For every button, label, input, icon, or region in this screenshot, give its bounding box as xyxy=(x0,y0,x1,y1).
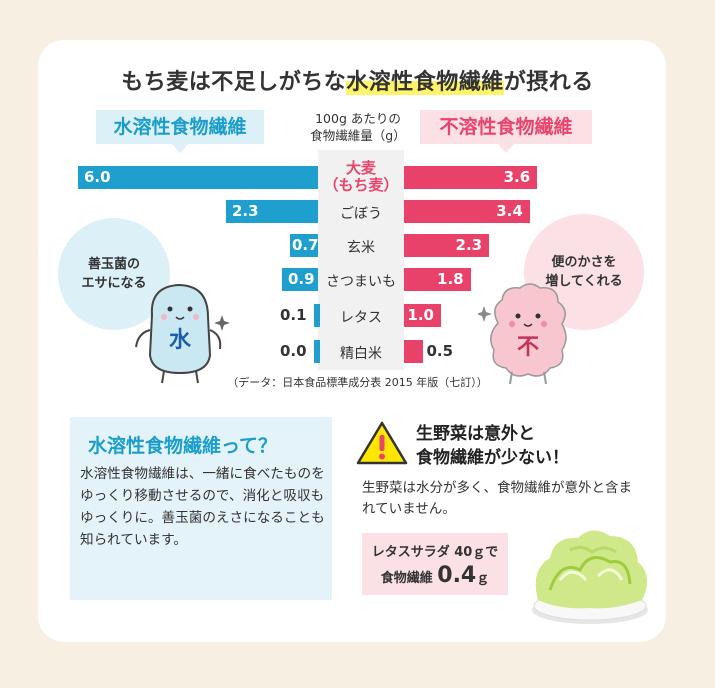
salad-line2-label: 食物繊維 xyxy=(380,571,433,586)
bubble-right-line2: 増してくれる xyxy=(545,274,623,289)
soluble-value: 6.0 xyxy=(84,168,111,186)
category-barley-line2: （もち麦） xyxy=(323,176,399,194)
insoluble-value: 2.3 xyxy=(455,236,483,254)
warning-title-line1: 生野菜は意外と xyxy=(416,424,535,444)
unit-label: 100g あたりの 食物繊維量（g） xyxy=(296,110,420,144)
insoluble-bar: 1.0 xyxy=(404,304,441,327)
info-box-body: 水溶性食物繊維は、一緒に食べたものをゆっくり移動させるので、消化と吸収もゆっくり… xyxy=(80,466,325,548)
soluble-bar: 0.9 xyxy=(282,268,318,291)
title-post: が摂れる xyxy=(503,70,594,95)
lettuce-salad-image xyxy=(532,530,648,624)
category-label: レタス xyxy=(340,310,382,326)
insoluble-bar: 1.8 xyxy=(404,268,471,291)
soluble-bar xyxy=(314,304,320,327)
info-box: 水溶性食物繊維って？ 水溶性食物繊維は、一緒に食べたものをゆっくり移動させるので… xyxy=(70,417,332,600)
salad-unit: ｇ xyxy=(476,571,490,586)
warning-title-line2: 食物繊維が少ない！ xyxy=(416,448,569,468)
insoluble-bar xyxy=(404,340,423,363)
category-column xyxy=(318,150,404,370)
category-barley-line1: 大麦 xyxy=(345,159,376,177)
insoluble-bar: 2.3 xyxy=(404,234,490,257)
warning-text: 生野菜は水分が多く、食物繊維が意外と含まれていません。 xyxy=(362,480,632,517)
category-label: さつまいも xyxy=(326,274,396,290)
bubble-right-line1: 便のかさを xyxy=(551,255,617,270)
mascot-right-label: 不 xyxy=(517,335,539,360)
category-label: 玄米 xyxy=(347,240,375,256)
insoluble-value: 0.5 xyxy=(426,342,454,360)
mascot-left-label: 水 xyxy=(169,328,192,353)
soluble-bar xyxy=(314,340,320,363)
page-title: もち麦は不足しがちな水溶性食物繊維が摂れる xyxy=(0,64,715,96)
soluble-value: 0.0 xyxy=(280,342,307,360)
insoluble-bar: 3.6 xyxy=(404,166,538,189)
soluble-value: 0.1 xyxy=(280,306,307,324)
salad-fact-box: レタスサラダ 40ｇで 食物繊維 0.4ｇ xyxy=(362,533,508,595)
insoluble-value: 3.4 xyxy=(496,202,523,220)
info-box-heading: 水溶性食物繊維って？ xyxy=(88,435,278,457)
unit-label-line1: 100g あたりの xyxy=(315,111,401,126)
legend-soluble: 水溶性食物繊維 xyxy=(96,110,264,153)
soluble-bar: 6.0 xyxy=(78,166,318,189)
category-label: 精白米 xyxy=(340,346,382,362)
insoluble-mascot-icon: 不 xyxy=(478,283,567,385)
salad-value: 0.4 xyxy=(437,563,477,588)
legend-insoluble: 不溶性食物繊維 xyxy=(420,110,592,153)
data-source: （データ：日本食品標準成分表 2015 年版（七訂）） xyxy=(227,376,488,389)
soluble-bar: 2.3 xyxy=(226,200,318,223)
soluble-mascot-icon: 水 xyxy=(135,283,230,384)
bubble-left-line2: エサになる xyxy=(81,276,147,291)
salad-line2: 食物繊維 0.4ｇ xyxy=(362,563,508,588)
insoluble-bar: 3.4 xyxy=(404,200,530,223)
category-label: ごぼう xyxy=(340,206,382,222)
bubble-left-line1: 善玉菌の xyxy=(87,257,140,272)
insoluble-value: 3.6 xyxy=(503,168,531,186)
salad-line1: レタスサラダ 40ｇで xyxy=(371,545,499,560)
warning-icon xyxy=(356,421,408,465)
insoluble-value: 1.0 xyxy=(407,306,434,324)
title-pre: もち麦は不足しがちな xyxy=(121,70,347,95)
soluble-value: 0.7 xyxy=(292,236,319,254)
soluble-value: 0.9 xyxy=(288,270,315,288)
warning-title: 生野菜は意外と 食物繊維が少ない！ xyxy=(416,422,569,470)
soluble-value: 2.3 xyxy=(232,202,259,220)
insoluble-value: 1.8 xyxy=(437,270,464,288)
category-label-barley: 大麦 （もち麦） xyxy=(318,160,404,194)
unit-label-line2: 食物繊維量（g） xyxy=(310,128,406,143)
soluble-bar xyxy=(290,234,318,257)
title-highlight: 水溶性食物繊維 xyxy=(346,70,504,95)
